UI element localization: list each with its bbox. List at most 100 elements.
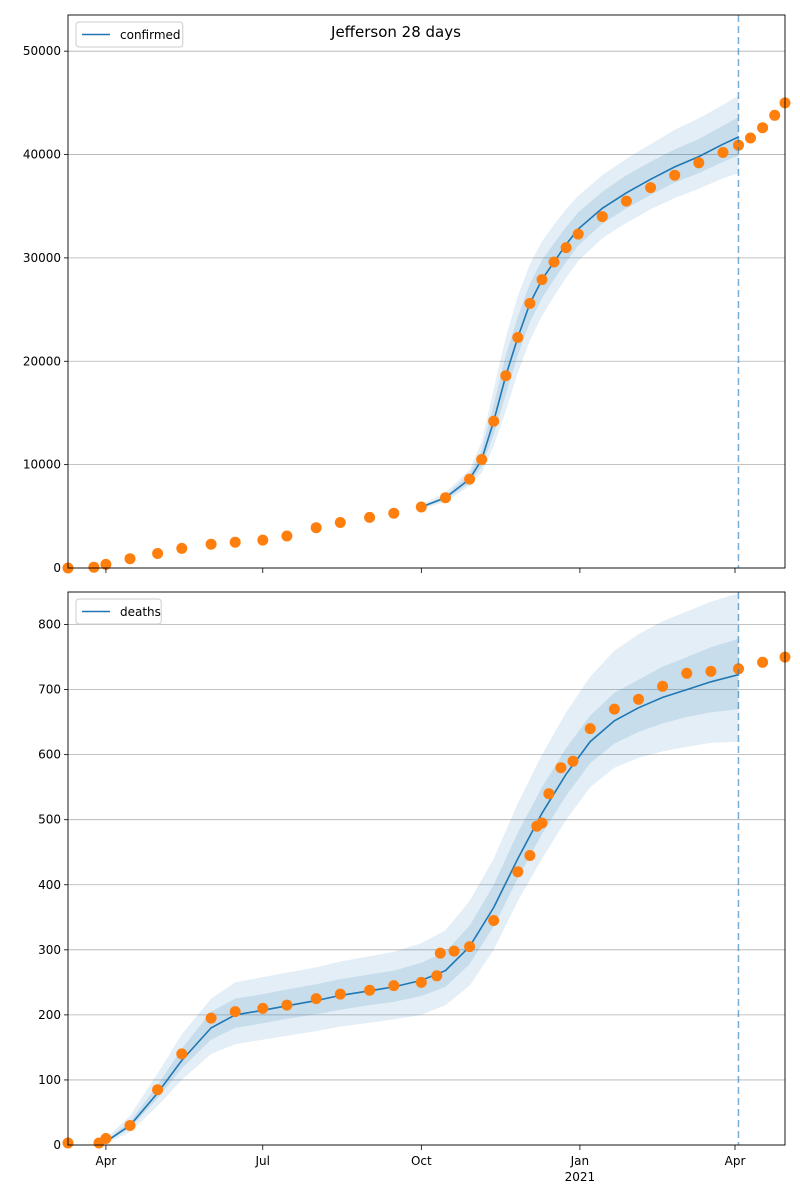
legend-box: [75, 21, 184, 48]
observed-point: [281, 999, 293, 1011]
x-tick-year-label: 2021: [565, 1170, 596, 1184]
y-tick-label: 800: [38, 618, 61, 632]
observed-point: [334, 517, 346, 528]
observed-point: [536, 817, 548, 829]
observed-point: [757, 122, 769, 134]
observed-point: [431, 970, 443, 982]
y-tick-label: 700: [38, 683, 61, 697]
observed-point: [257, 534, 269, 546]
observed-point: [555, 762, 567, 774]
legend-label: deaths: [120, 605, 161, 619]
observed-point: [310, 993, 322, 1005]
observed-point: [681, 667, 693, 679]
observed-point: [205, 1012, 217, 1024]
x-tick-label: Oct: [411, 1154, 432, 1168]
observed-point: [543, 788, 555, 800]
observed-point: [500, 370, 512, 382]
observed-point: [364, 511, 376, 523]
observed-point: [757, 656, 769, 668]
observed-point: [364, 984, 376, 996]
y-tick-label: 20000: [23, 354, 61, 368]
observed-point: [88, 561, 100, 573]
observed-point: [536, 274, 548, 286]
y-tick-label: 50000: [23, 44, 61, 58]
y-tick-label: 10000: [23, 458, 61, 472]
observed-point: [229, 536, 241, 548]
x-tick-label: Apr: [725, 1154, 746, 1168]
observed-point: [124, 553, 136, 565]
uncertainty-band: [105, 638, 739, 1143]
observed-point: [524, 850, 536, 861]
observed-point: [669, 169, 681, 181]
observed-point: [388, 507, 400, 519]
observed-point: [745, 132, 756, 144]
observed-point: [769, 109, 781, 121]
legend-label: confirmed: [120, 28, 181, 42]
observed-point: [693, 157, 705, 169]
y-tick-label: 500: [38, 813, 61, 827]
observed-point: [488, 915, 500, 926]
observed-point: [176, 1048, 188, 1060]
y-tick-label: 0: [53, 1138, 61, 1152]
observed-point: [388, 980, 400, 992]
observed-point: [100, 558, 112, 570]
observed-point: [717, 147, 729, 158]
observed-point: [488, 415, 500, 427]
observed-point: [176, 542, 188, 554]
figure-title: Jefferson 28 days: [330, 23, 461, 41]
x-tick-label: Apr: [96, 1154, 117, 1168]
observed-point: [124, 1120, 136, 1131]
y-tick-label: 200: [38, 1008, 61, 1022]
observed-point: [584, 723, 596, 735]
observed-point: [281, 530, 293, 542]
observed-point: [733, 139, 744, 151]
observed-point: [567, 755, 579, 767]
observed-point: [205, 538, 217, 550]
observed-point: [100, 1133, 112, 1144]
y-tick-label: 30000: [23, 251, 61, 265]
observed-point: [733, 663, 744, 675]
observed-point: [620, 195, 632, 207]
observed-point: [645, 182, 657, 194]
y-tick-label: 40000: [23, 148, 61, 162]
observed-point: [464, 941, 476, 953]
observed-point: [415, 501, 427, 513]
observed-point: [657, 680, 669, 692]
observed-point: [476, 454, 488, 465]
axes-frame: [67, 14, 786, 569]
x-tick-label: Jul: [255, 1154, 270, 1168]
y-tick-label: 600: [38, 748, 61, 762]
observed-point: [464, 473, 476, 485]
observed-point: [152, 548, 164, 559]
observed-point: [705, 665, 717, 677]
observed-point: [548, 256, 560, 268]
observed-point: [229, 1006, 241, 1018]
observed-point: [448, 945, 460, 957]
observed-point: [524, 297, 536, 309]
observed-point: [434, 947, 446, 959]
observed-point: [152, 1084, 164, 1096]
uncertainty-band: [421, 95, 739, 510]
y-tick-label: 300: [38, 943, 61, 957]
uncertainty-band: [421, 117, 739, 509]
y-tick-label: 400: [38, 878, 61, 892]
observed-point: [596, 211, 608, 223]
observed-point: [415, 976, 427, 988]
observed-point: [440, 492, 451, 504]
observed-point: [633, 693, 644, 705]
x-tick-label: Jan: [570, 1154, 590, 1168]
axes-frame: [67, 591, 786, 1146]
observed-point: [257, 1002, 269, 1014]
y-tick-label: 0: [53, 561, 61, 575]
observed-point: [512, 332, 524, 343]
observed-point: [608, 703, 620, 715]
y-tick-label: 100: [38, 1073, 61, 1087]
observed-point: [572, 228, 584, 240]
legend-box: [75, 598, 162, 625]
observed-point: [512, 866, 524, 878]
confirmed-panel: 0 10000 20000 30000 40000 50000 confirmed: [23, 14, 791, 575]
deaths-panel: 0 100 200 300 400 500 600 700 800 Apr Jul Oct Jan Apr…: [38, 591, 791, 1184]
observed-point: [560, 242, 572, 254]
